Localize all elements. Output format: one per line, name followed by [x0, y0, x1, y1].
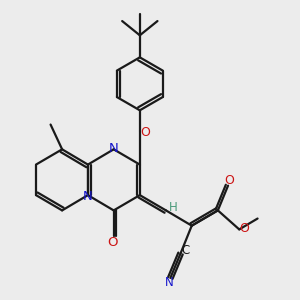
Text: N: N — [165, 276, 173, 289]
Text: C: C — [182, 244, 190, 257]
Text: O: O — [107, 236, 118, 249]
Text: O: O — [224, 174, 234, 188]
Text: O: O — [140, 126, 150, 139]
Text: N: N — [109, 142, 118, 155]
Text: H: H — [169, 200, 178, 214]
Text: N: N — [83, 190, 92, 202]
Text: O: O — [240, 221, 250, 235]
